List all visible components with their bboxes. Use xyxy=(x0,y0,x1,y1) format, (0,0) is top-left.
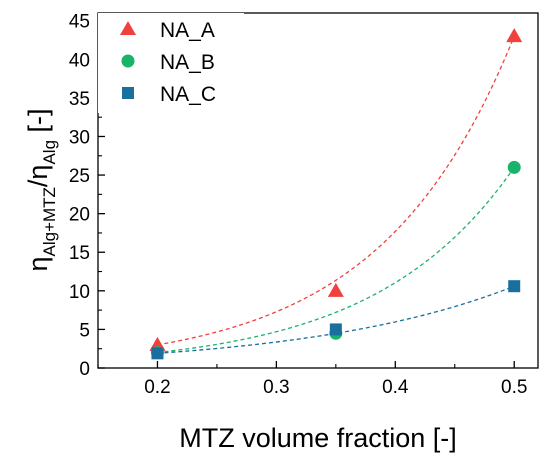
fit-line-NA_A xyxy=(157,35,515,346)
legend-label: NA_A xyxy=(160,19,215,42)
data-point-NA_A xyxy=(327,282,344,297)
fit-line-NA_B xyxy=(157,166,515,354)
y-tick-label: 25 xyxy=(69,166,90,187)
data-markers xyxy=(149,28,523,360)
y-axis-title: ηAlg+MTZ/ηAlg [-] xyxy=(23,108,59,271)
y-tick-label: 45 xyxy=(69,12,90,33)
x-tick-label: 0.2 xyxy=(144,377,170,398)
legend-marker-NA_C xyxy=(122,87,134,99)
y-tick-label: 20 xyxy=(69,205,90,226)
y-title-sub1: Alg+MTZ xyxy=(40,187,59,256)
y-tick-label: 35 xyxy=(69,89,90,110)
fit-lines xyxy=(157,35,515,354)
y-title-sub2: Alg xyxy=(40,140,59,165)
y-title-unit: [-] xyxy=(23,108,53,140)
data-point-NA_C xyxy=(329,323,342,336)
data-point-NA_A xyxy=(506,28,523,43)
y-tick-label: 0 xyxy=(79,359,90,380)
legend-marker-NA_A xyxy=(120,21,136,35)
x-axis-title: MTZ volume fraction [-] xyxy=(179,423,457,453)
legend: NA_A NA_B NA_C xyxy=(98,13,244,113)
x-axis: 0.2 0.3 0.4 0.5 xyxy=(97,361,527,398)
legend-marker-NA_B xyxy=(121,54,135,68)
y-title-eta: η xyxy=(23,257,53,272)
data-point-NA_C xyxy=(151,347,164,360)
y-tick-label: 15 xyxy=(69,243,90,264)
x-tick-label: 0.3 xyxy=(263,377,289,398)
legend-label: NA_B xyxy=(160,51,215,74)
x-tick-label: 0.5 xyxy=(501,377,527,398)
fit-line-NA_C xyxy=(157,285,515,354)
y-tick-label: 40 xyxy=(69,50,90,71)
y-tick-label: 10 xyxy=(69,282,90,303)
plot-frame xyxy=(97,12,539,369)
y-title-eta2: η xyxy=(23,165,53,180)
data-point-NA_C xyxy=(508,280,521,293)
data-point-NA_B xyxy=(507,160,521,174)
y-tick-label: 5 xyxy=(79,320,90,341)
x-tick-label: 0.4 xyxy=(382,377,409,398)
y-axis: 0 5 10 15 20 25 30 35 40 45 xyxy=(69,12,105,380)
legend-label: NA_C xyxy=(160,83,216,106)
y-tick-label: 30 xyxy=(69,127,90,148)
y-title-slash: / xyxy=(23,179,53,187)
